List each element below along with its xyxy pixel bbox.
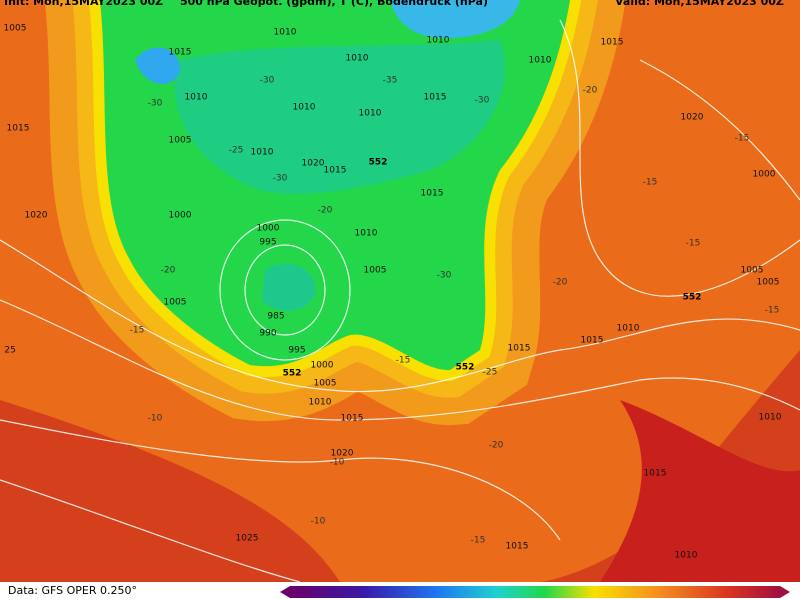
isobar-label: 1020 (331, 449, 354, 459)
isobar-label: 1000 (169, 211, 192, 221)
isobar-label: 1020 (681, 113, 704, 123)
temperature-label: -30 (273, 174, 288, 184)
isobar-label: 1010 (529, 56, 552, 66)
isobar-label: 1015 (506, 542, 529, 552)
temperature-label: -20 (583, 86, 598, 96)
temperature-label: -20 (318, 206, 333, 216)
isobar-label: 1020 (302, 159, 325, 169)
isobar-label: 1010 (359, 109, 382, 119)
height-label: 552 (369, 158, 388, 168)
isobar-label: 1010 (274, 28, 297, 38)
isobar-label: 995 (288, 346, 305, 356)
footer-source: Data: GFS OPER 0.250° (8, 584, 137, 597)
temperature-label: -20 (489, 441, 504, 451)
temperature-label: -30 (437, 271, 452, 281)
temperature-label: -10 (330, 458, 345, 468)
temperature-label: -15 (765, 306, 780, 316)
colorbar (280, 586, 790, 598)
isobar-label: 985 (267, 312, 284, 322)
isobar-label: 1010 (675, 551, 698, 561)
isobar-label: 1010 (309, 398, 332, 408)
height-label: 552 (683, 293, 702, 303)
temperature-label: -25 (229, 146, 244, 156)
isobar-label: 1000 (753, 170, 776, 180)
temperature-label: -15 (686, 239, 701, 249)
temperature-label: -15 (130, 326, 145, 336)
isobar-label: 1015 (601, 38, 624, 48)
temperature-label: -15 (643, 178, 658, 188)
isobar-label: 1015 (424, 93, 447, 103)
height-label: 552 (456, 363, 475, 373)
isobar-label: 1005 (741, 266, 764, 276)
temperature-label: -10 (311, 517, 326, 527)
isobar-label: 1015 (421, 189, 444, 199)
isobar-label: 1015 (7, 124, 30, 134)
temperature-label: -20 (553, 278, 568, 288)
temperature-label: -15 (471, 536, 486, 546)
temperature-label: -30 (148, 99, 163, 109)
isobar-label: 1010 (355, 229, 378, 239)
isobar-label: 1010 (759, 413, 782, 423)
isobar-label: 990 (259, 329, 276, 339)
isobar-label: 1015 (324, 166, 347, 176)
isobar-label: 1005 (164, 298, 187, 308)
temperature-label: -20 (161, 266, 176, 276)
isobar-label: 1000 (257, 224, 280, 234)
isobar-label: 1010 (185, 93, 208, 103)
isobar-label: 1010 (293, 103, 316, 113)
isobar-label: 1015 (508, 344, 531, 354)
isobar-label: 1010 (617, 324, 640, 334)
isobar-label: 1010 (427, 36, 450, 46)
temperature-label: -35 (383, 76, 398, 86)
isobar-label: 1005 (314, 379, 337, 389)
temperature-label: -25 (483, 368, 498, 378)
isobar-label: 1015 (581, 336, 604, 346)
isobar-label: 1015 (341, 414, 364, 424)
map-background (0, 0, 800, 582)
isobar-label: 1005 (757, 278, 780, 288)
isobar-label: 1010 (346, 54, 369, 64)
isobar-label: 1005 (169, 136, 192, 146)
isobar-label: 1000 (311, 361, 334, 371)
height-label: 552 (283, 369, 302, 379)
temperature-label: -30 (475, 96, 490, 106)
contours (0, 19, 800, 583)
isobar-label: 1005 (4, 24, 27, 34)
isobar-label: 1005 (364, 266, 387, 276)
isobar-label: 1015 (644, 469, 667, 479)
isobar-label: 1025 (236, 534, 259, 544)
isobar-label: 25 (4, 346, 15, 356)
temperature-label: -15 (396, 356, 411, 366)
temperature-label: -15 (735, 134, 750, 144)
header-title: 500 hPa Geopot. (gpdm), T (C), Bodendruc… (180, 0, 488, 8)
temperature-label: -30 (260, 76, 275, 86)
isobar-label: 995 (259, 238, 276, 248)
temperature-label: -10 (148, 414, 163, 424)
header-init: Init: Mon,15MAY2023 00Z (4, 0, 163, 8)
isobar-label: 1020 (25, 211, 48, 221)
isobar-label: 1010 (251, 148, 274, 158)
isobar-label: 1015 (169, 48, 192, 58)
header-valid: Valid: Mon,15MAY2023 00Z (615, 0, 784, 8)
